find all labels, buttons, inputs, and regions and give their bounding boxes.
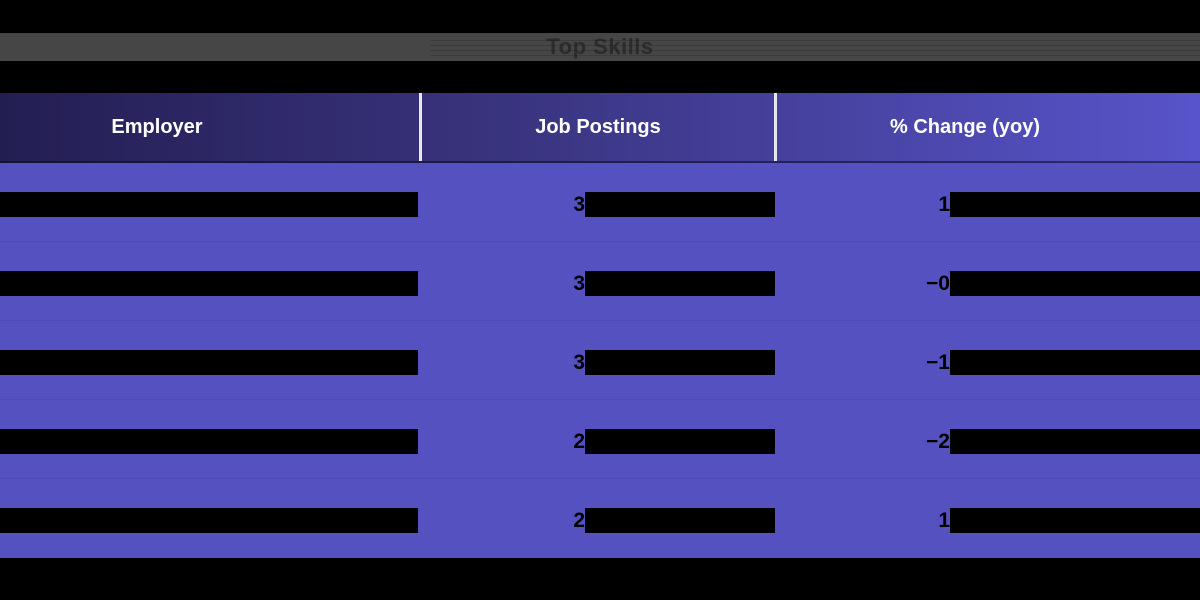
redacted-job-postings-value (585, 508, 775, 533)
redacted-pct-change-value (950, 508, 1200, 533)
pct-change-value-partial: −1 (926, 351, 950, 374)
column-header-employer: Employer (0, 93, 419, 161)
redacted-pct-change-value (950, 429, 1200, 454)
redacted-pct-change-value (950, 350, 1200, 375)
table-row: 2 −2 (0, 400, 1200, 479)
redacted-employer-value (0, 271, 418, 296)
job-postings-value-partial: 3 (573, 193, 585, 216)
title-bar: Top Skills (0, 33, 1200, 61)
redacted-employer-value (0, 508, 418, 533)
column-header-employer-label: Employer (111, 115, 203, 138)
pct-change-value-partial: −2 (926, 430, 950, 453)
redacted-job-postings-value (585, 350, 775, 375)
redacted-job-postings-value (585, 192, 775, 217)
table-row: 3 −1 (0, 321, 1200, 400)
job-postings-value-partial: 3 (573, 272, 585, 295)
redacted-employer-value (0, 350, 418, 375)
column-header-job-postings: Job Postings (419, 93, 777, 161)
pct-change-value-partial: 1 (938, 509, 950, 532)
column-header-pct-change: % Change (yoy) (777, 93, 1200, 161)
pct-change-value-partial: 1 (938, 193, 950, 216)
column-header-pct-change-label: % Change (yoy) (889, 115, 1041, 138)
table-row: 3 1 (0, 163, 1200, 242)
job-postings-value-partial: 2 (573, 430, 585, 453)
table-row: 2 1 (0, 479, 1200, 558)
redacted-pct-change-value (950, 271, 1200, 296)
redacted-employer-value (0, 429, 418, 454)
job-postings-value-partial: 2 (573, 509, 585, 532)
table-row: 3 −0 (0, 242, 1200, 321)
table-body: 3 1 3 −0 3 −1 2 −2 2 (0, 163, 1200, 558)
redacted-job-postings-value (585, 429, 775, 454)
redacted-employer-value (0, 192, 418, 217)
table-header-row: Employer Job Postings % Change (yoy) (0, 93, 1200, 163)
page-title: Top Skills (546, 34, 654, 59)
redacted-pct-change-value (950, 192, 1200, 217)
redacted-job-postings-value (585, 271, 775, 296)
job-postings-value-partial: 3 (573, 351, 585, 374)
column-header-job-postings-label: Job Postings (535, 115, 661, 138)
pct-change-value-partial: −0 (926, 272, 950, 295)
